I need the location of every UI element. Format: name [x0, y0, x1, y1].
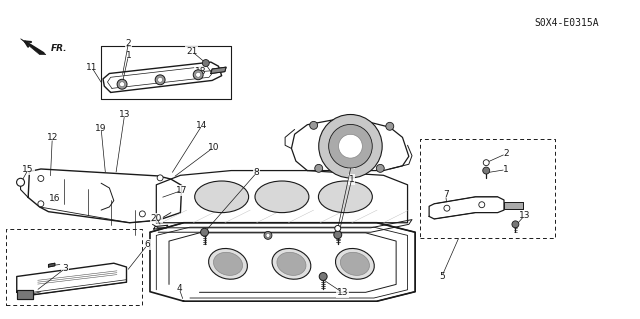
Circle shape — [483, 160, 489, 166]
Ellipse shape — [255, 181, 309, 213]
Circle shape — [157, 175, 163, 181]
Circle shape — [38, 175, 44, 182]
Circle shape — [315, 164, 323, 172]
Circle shape — [196, 72, 201, 77]
Circle shape — [193, 70, 203, 80]
Text: 17: 17 — [176, 186, 188, 195]
Text: 7: 7 — [443, 190, 449, 199]
Text: 12: 12 — [47, 133, 58, 143]
Text: 19: 19 — [95, 124, 107, 133]
Circle shape — [483, 167, 490, 174]
Text: FR.: FR. — [51, 44, 67, 53]
Text: 18: 18 — [195, 67, 207, 76]
Text: 2: 2 — [125, 39, 131, 48]
Ellipse shape — [272, 249, 311, 279]
Text: 13: 13 — [518, 211, 530, 220]
Circle shape — [319, 115, 382, 178]
Ellipse shape — [214, 252, 243, 275]
Text: 13: 13 — [337, 288, 348, 297]
Text: 20: 20 — [150, 213, 162, 222]
Text: 16: 16 — [49, 194, 61, 203]
Circle shape — [339, 134, 362, 158]
Circle shape — [140, 211, 145, 217]
Text: 4: 4 — [177, 284, 182, 293]
Circle shape — [200, 228, 209, 236]
Text: 3: 3 — [62, 264, 68, 273]
Text: 2: 2 — [503, 149, 509, 158]
Circle shape — [38, 201, 44, 207]
Circle shape — [17, 178, 24, 186]
Ellipse shape — [209, 249, 248, 279]
Text: 15: 15 — [22, 165, 34, 174]
Circle shape — [310, 122, 317, 129]
Text: 6: 6 — [145, 241, 150, 249]
Circle shape — [512, 221, 519, 228]
Text: 11: 11 — [86, 63, 97, 72]
Circle shape — [329, 124, 372, 168]
Circle shape — [335, 226, 340, 231]
Text: S0X4-E0315A: S0X4-E0315A — [534, 18, 599, 28]
Circle shape — [157, 77, 163, 82]
Circle shape — [264, 231, 272, 239]
Polygon shape — [211, 67, 226, 73]
Text: 14: 14 — [196, 121, 208, 130]
Circle shape — [386, 122, 394, 130]
Circle shape — [479, 202, 484, 208]
Text: 13: 13 — [119, 110, 131, 119]
Text: 10: 10 — [207, 143, 219, 152]
Polygon shape — [49, 263, 55, 267]
Circle shape — [117, 79, 127, 89]
Ellipse shape — [277, 252, 306, 275]
Text: 2: 2 — [349, 159, 355, 168]
Circle shape — [376, 164, 384, 172]
Text: 5: 5 — [439, 272, 445, 281]
Text: 1: 1 — [503, 165, 509, 174]
Ellipse shape — [335, 249, 374, 279]
Circle shape — [202, 60, 209, 67]
Polygon shape — [17, 290, 33, 299]
Text: 8: 8 — [253, 168, 259, 177]
Ellipse shape — [319, 181, 372, 213]
Circle shape — [444, 205, 450, 211]
Circle shape — [155, 75, 165, 85]
Circle shape — [120, 82, 125, 87]
Polygon shape — [504, 202, 523, 209]
Text: 21: 21 — [186, 47, 198, 56]
Polygon shape — [20, 39, 46, 55]
Text: 1: 1 — [349, 174, 355, 184]
Circle shape — [319, 272, 327, 280]
Ellipse shape — [195, 181, 248, 213]
Circle shape — [266, 234, 270, 237]
Text: 1: 1 — [125, 51, 131, 60]
Ellipse shape — [340, 252, 369, 275]
Circle shape — [334, 231, 342, 239]
